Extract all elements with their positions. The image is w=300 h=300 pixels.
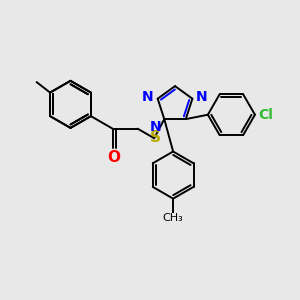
Text: N: N — [196, 90, 208, 104]
Text: O: O — [107, 150, 121, 165]
Text: N: N — [150, 120, 161, 134]
Text: S: S — [150, 130, 161, 145]
Text: Cl: Cl — [259, 108, 273, 122]
Text: CH₃: CH₃ — [163, 213, 184, 224]
Text: N: N — [142, 90, 154, 104]
